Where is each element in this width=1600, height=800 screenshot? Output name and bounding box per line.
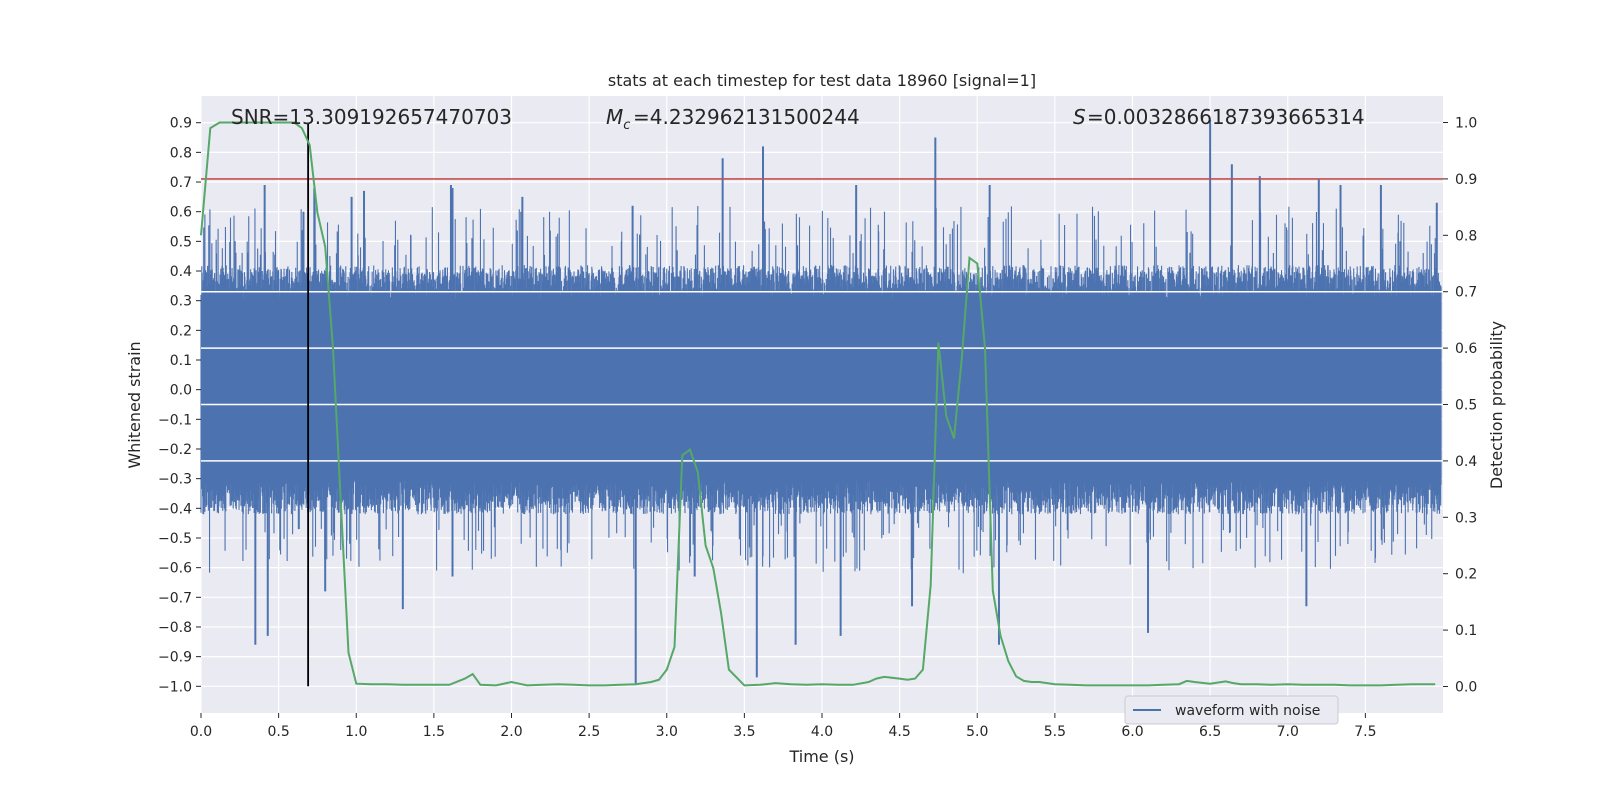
y-axis-label: Whitened strain xyxy=(125,341,144,468)
x-axis-label: Time (s) xyxy=(788,747,854,766)
axis-ticks: 0.0 0.5 1.0 1.5 2.0 2.5 3.0 3.5 4.0 4.5 5.0 5.5 6.0 6… xyxy=(158,116,1477,740)
x-tick-label: 7.5 xyxy=(1354,724,1376,740)
y-right-tick-label: 0.3 xyxy=(1455,510,1477,526)
y-right-tick-label: 0.8 xyxy=(1455,228,1477,244)
y-axis-right-label: Detection probability xyxy=(1487,321,1506,489)
x-tick-label: 2.5 xyxy=(578,724,600,740)
y-tick-label: −0.6 xyxy=(158,561,192,577)
y-right-tick-label: 1.0 xyxy=(1455,116,1477,132)
legend-box xyxy=(1124,695,1339,725)
legend: waveform with noise xyxy=(1124,695,1339,725)
x-tick-label: 6.0 xyxy=(1121,724,1143,740)
y-tick-label: −0.3 xyxy=(158,472,192,488)
x-tick-label: 3.0 xyxy=(656,724,678,740)
x-tick-label: 2.0 xyxy=(500,724,522,740)
y-tick-label: 0.0 xyxy=(170,383,192,399)
y-right-tick-label: 0.0 xyxy=(1455,679,1477,695)
overlay-lines xyxy=(201,122,1443,687)
s-symbol: S xyxy=(1073,105,1086,129)
y-tick-label: 0.9 xyxy=(170,116,192,132)
y-tick-label: −0.7 xyxy=(158,590,192,606)
y-tick-label: 0.7 xyxy=(170,175,192,191)
s-annotation: =0.0032866187393665314 xyxy=(1087,105,1365,129)
x-tick-label: 0.0 xyxy=(190,724,212,740)
x-tick-label: 4.0 xyxy=(811,724,833,740)
y-tick-label: 0.8 xyxy=(170,145,192,161)
y-right-tick-label: 0.1 xyxy=(1455,623,1477,639)
y-tick-label: −0.8 xyxy=(158,620,192,636)
y-right-tick-label: 0.9 xyxy=(1455,172,1477,188)
y-tick-label: −1.0 xyxy=(158,679,192,695)
x-tick-label: 0.5 xyxy=(267,724,289,740)
y-tick-label: 0.1 xyxy=(170,353,192,369)
y-tick-label: 0.3 xyxy=(170,294,192,310)
x-tick-label: 5.0 xyxy=(966,724,988,740)
strain-series xyxy=(200,119,1443,684)
y-tick-label: 0.4 xyxy=(170,264,192,280)
y-tick-label: −0.5 xyxy=(158,531,192,547)
y-right-tick-label: 0.2 xyxy=(1455,567,1477,583)
y-tick-label: 0.5 xyxy=(170,234,192,250)
y-tick-label: −0.9 xyxy=(158,650,192,666)
x-tick-label: 3.5 xyxy=(733,724,755,740)
mc-annotation: =4.232962131500244 xyxy=(633,105,860,129)
y-tick-label: 0.6 xyxy=(170,205,192,221)
chart-title: stats at each timestep for test data 189… xyxy=(608,71,1036,90)
x-tick-label: 1.5 xyxy=(423,724,445,740)
y-right-tick-label: 0.5 xyxy=(1455,398,1477,414)
y-tick-label: −0.2 xyxy=(158,442,192,458)
y-tick-label: 0.2 xyxy=(170,323,192,339)
x-tick-label: 6.5 xyxy=(1199,724,1221,740)
y-right-tick-label: 0.6 xyxy=(1455,341,1477,357)
x-tick-label: 1.0 xyxy=(345,724,367,740)
x-tick-label: 7.0 xyxy=(1277,724,1299,740)
probability-series xyxy=(200,121,1436,687)
snr-annotation: SNR=13.309192657470703 xyxy=(231,105,512,129)
legend-label: waveform with noise xyxy=(1175,703,1320,719)
y-right-tick-label: 0.4 xyxy=(1455,454,1477,470)
x-tick-label: 4.5 xyxy=(888,724,910,740)
y-tick-label: −0.1 xyxy=(158,412,192,428)
y-tick-label: −0.4 xyxy=(158,501,192,517)
y-right-tick-label: 0.7 xyxy=(1455,285,1477,301)
detection-probability-line xyxy=(200,121,1436,687)
x-tick-label: 5.5 xyxy=(1044,724,1066,740)
